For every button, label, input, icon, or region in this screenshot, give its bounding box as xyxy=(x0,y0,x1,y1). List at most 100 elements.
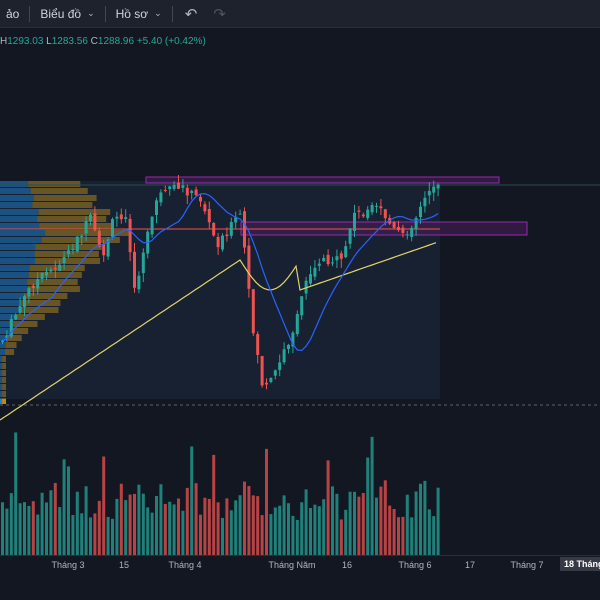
candle-body xyxy=(49,269,53,272)
candle-body xyxy=(58,264,62,271)
toolbar-divider xyxy=(104,5,106,22)
candle-body xyxy=(269,378,273,383)
volume-bar xyxy=(1,502,4,555)
candle-body xyxy=(106,239,110,257)
volume-bar xyxy=(229,510,233,555)
candle-body xyxy=(216,236,220,248)
volume-bar xyxy=(31,501,35,555)
volume-bar xyxy=(141,493,145,555)
candle-body xyxy=(247,245,251,289)
volume-bar xyxy=(419,483,422,555)
volume-bar xyxy=(278,505,282,555)
chart-type-menu[interactable]: Biểu đồ ⌄ xyxy=(34,0,100,27)
candle-body xyxy=(265,382,268,385)
candle-body xyxy=(427,190,431,196)
candle-body xyxy=(229,222,233,236)
time-label: 17 xyxy=(464,560,476,570)
volume-bar xyxy=(40,492,44,555)
candle-body xyxy=(124,217,128,219)
time-axis[interactable]: Tháng 3 15 Tháng 4 Tháng Năm 16 Tháng 6 … xyxy=(0,555,600,574)
low-value: 1283.56 xyxy=(51,36,88,47)
volume-bar xyxy=(379,486,383,555)
volume-bar xyxy=(111,518,114,555)
volume-bar xyxy=(322,499,326,555)
volume-bar xyxy=(128,494,132,555)
volume-bar xyxy=(93,513,97,555)
candle-body xyxy=(287,344,290,350)
candle-body xyxy=(225,234,229,237)
close-label: C xyxy=(90,36,98,47)
price-chart[interactable] xyxy=(0,27,600,555)
candle-body xyxy=(344,246,348,258)
volume-bar xyxy=(115,498,119,555)
volume-bar xyxy=(313,504,317,555)
candle-body xyxy=(31,285,35,288)
chevron-down-icon: ⌄ xyxy=(87,8,95,18)
candle-body xyxy=(370,205,374,213)
time-label: Tháng 4 xyxy=(168,560,202,570)
candle-body xyxy=(300,296,304,316)
candle-body xyxy=(357,210,361,212)
volume-bar xyxy=(84,486,88,555)
candle-body xyxy=(291,332,295,347)
candle-body xyxy=(361,214,365,217)
volume-bar xyxy=(49,490,53,555)
volume-bars xyxy=(1,432,440,555)
candle-body xyxy=(313,267,317,277)
volume-bar xyxy=(97,500,101,555)
volume-bar xyxy=(18,503,22,555)
volume-bar xyxy=(335,493,339,555)
toolbar-menu-item-partial[interactable]: ảo xyxy=(0,0,25,27)
volume-bar xyxy=(146,507,150,555)
candle-body xyxy=(18,306,22,313)
volume-bar xyxy=(414,491,418,555)
volume-bar xyxy=(405,494,409,555)
volume-bar xyxy=(80,513,84,555)
candle-body xyxy=(353,212,356,231)
candle-body xyxy=(9,319,13,337)
candle-body xyxy=(414,217,418,229)
undo-icon[interactable]: ↶ xyxy=(184,5,198,23)
candle-body xyxy=(260,356,264,386)
profile-menu[interactable]: Hồ sơ ⌄ xyxy=(110,0,168,27)
candle-body xyxy=(397,226,400,231)
volume-bar xyxy=(304,489,308,555)
candle-body xyxy=(243,211,246,248)
candle-body xyxy=(102,243,106,256)
volume-bar xyxy=(238,495,242,555)
volume-bar xyxy=(410,517,414,555)
profile-label: Hồ sơ xyxy=(115,6,149,21)
volume-bar xyxy=(203,497,207,555)
candle-body xyxy=(119,214,123,220)
candle-body xyxy=(405,234,409,236)
close-value: 1288.96 xyxy=(97,36,135,47)
candle-body xyxy=(366,209,370,219)
resistance-zone[interactable] xyxy=(145,176,500,184)
candle-body xyxy=(251,289,255,334)
ma-slow-line xyxy=(0,242,437,421)
time-label: 16 xyxy=(341,560,353,570)
candle-body xyxy=(322,257,326,262)
time-label: Tháng 3 xyxy=(51,560,85,570)
candle-body xyxy=(401,227,405,233)
volume-bar xyxy=(119,483,123,555)
redo-icon[interactable]: ↷ xyxy=(213,5,226,23)
volume-bar xyxy=(5,508,9,555)
candle-body xyxy=(295,313,299,335)
volume-bar xyxy=(401,516,405,555)
volume-bar xyxy=(291,515,295,555)
volume-bar xyxy=(216,502,220,555)
candle-body xyxy=(348,228,352,244)
candle-body xyxy=(115,216,119,219)
volume-bar xyxy=(423,480,427,555)
time-label: 15 xyxy=(118,560,130,570)
change-value: +5.40 (+0.42%) xyxy=(136,36,206,47)
time-label: Tháng 7 xyxy=(510,560,544,570)
toolbar-divider xyxy=(171,5,173,22)
candle-body xyxy=(141,252,145,274)
volume-bar xyxy=(357,496,361,555)
candle-body xyxy=(207,209,211,223)
volume-bar xyxy=(388,505,392,555)
candle-body xyxy=(190,190,194,193)
candle-body xyxy=(111,219,114,237)
